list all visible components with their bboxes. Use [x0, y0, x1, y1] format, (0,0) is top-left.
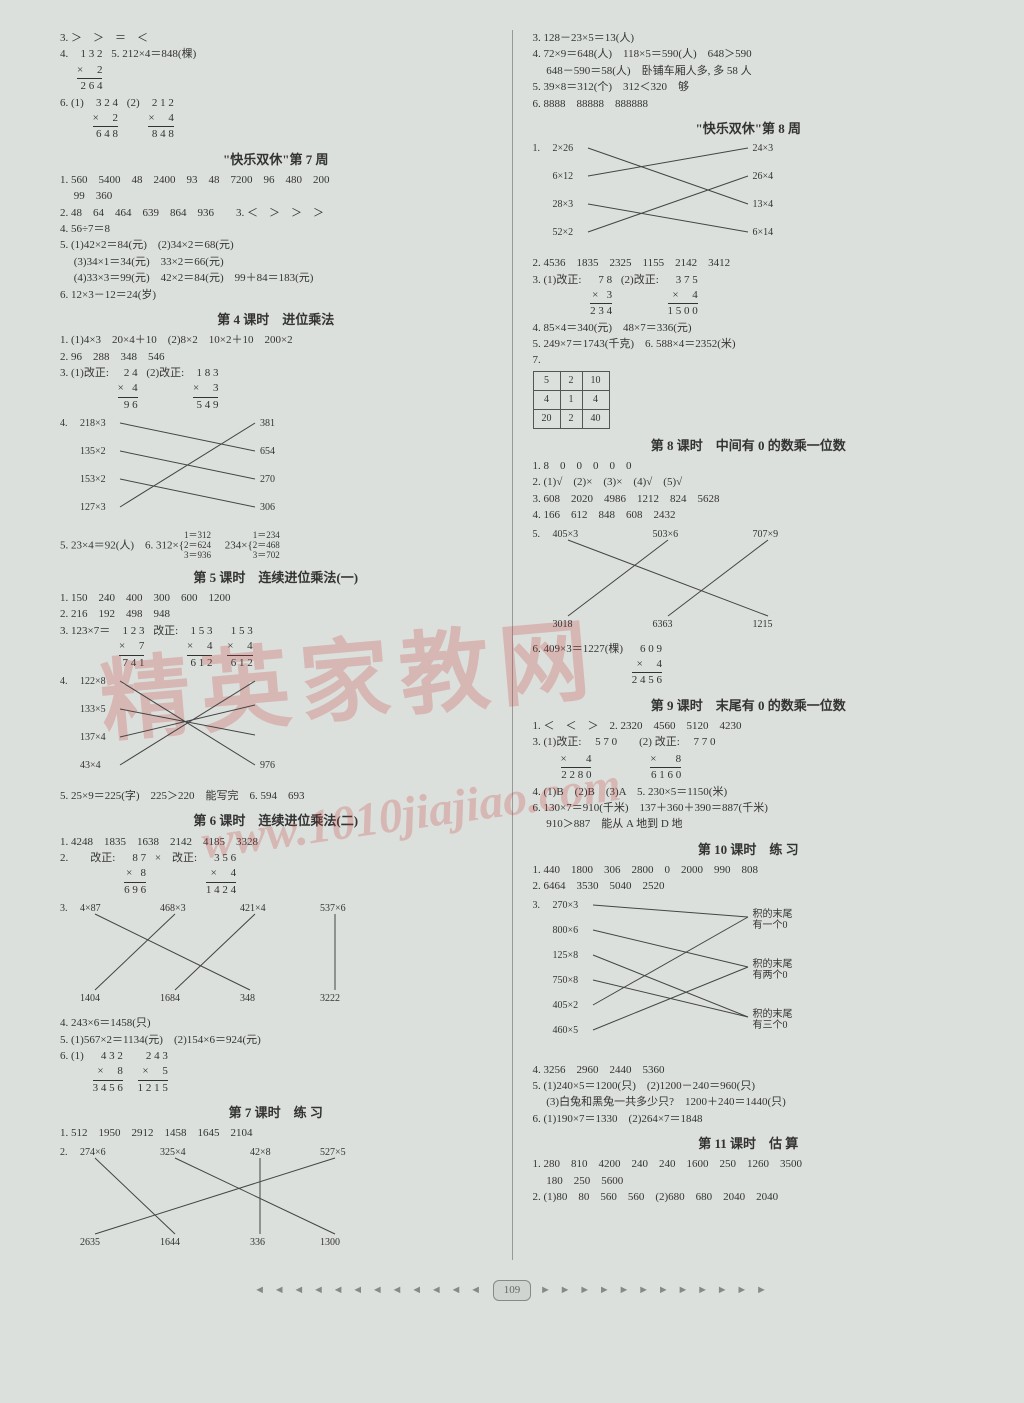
arrow-r-icon: ► ► ► ► ► ► ► ► ► ► ► ► — [540, 1284, 770, 1296]
l: 5. 23×4＝92(人) 6. 312×{1＝3122＝6243＝936 23… — [60, 531, 492, 561]
l: 6. 12×3－12＝24(岁) — [60, 288, 492, 303]
l: 4. 3256 2960 2440 5360 — [533, 1063, 965, 1078]
columns: 3. ＞ ＞ ＝ ＜ 4. 1 3 2× 22 6 4 5. 212×4＝848… — [60, 30, 964, 1260]
lesson6-title: 第 6 课时 连续进位乘法(二) — [60, 812, 492, 830]
l: 3. (1)改正: 7 8× 32 3 4 (2)改正: 3 7 5× 41 5… — [533, 273, 965, 320]
l: 6. (1) 3 2 4× 26 4 8 (2) 2 1 2× 48 4 8 — [60, 96, 492, 143]
l: 6. 130×7＝910(千米) 137＋360＋390＝887(千米) — [533, 801, 965, 816]
column-divider — [512, 30, 513, 1260]
l: 1. 512 1950 2912 1458 1645 2104 — [60, 1126, 492, 1141]
l: 5. (1)42×2＝84(元) (2)34×2＝68(元) — [60, 238, 492, 253]
arrow-l-icon: ◄ ◄ ◄ ◄ ◄ ◄ ◄ ◄ ◄ ◄ ◄ ◄ — [254, 1284, 484, 1296]
l: 2. 改正: 8 7× 86 9 6 × 改正: 3 5 6× 41 4 2 4 — [60, 851, 492, 898]
l: (4)33×3＝99(元) 42×2＝84(元) 99＋84＝183(元) — [60, 271, 492, 286]
l: 5. (1)567×2＝1134(元) (2)154×6＝924(元) — [60, 1033, 492, 1048]
week8-table: 5210 414 20240 — [533, 371, 610, 429]
l: 2. 6464 3530 5040 2520 — [533, 879, 965, 894]
l: 2. 96 288 348 546 — [60, 350, 492, 365]
l: 1. 560 5400 48 2400 93 48 7200 96 480 20… — [60, 173, 492, 188]
l: 2. (1)√ (2)× (3)× (4)√ (5)√ — [533, 475, 965, 490]
lesson4-title: 第 4 课时 进位乘法 — [60, 311, 492, 329]
l: 6. (1) 4 3 2× 83 4 5 6 2 4 3× 51 2 1 5 — [60, 1049, 492, 1096]
l: 2. 216 192 498 948 — [60, 607, 492, 622]
l: (3)白兔和黑兔一共多少只? 1200＋240＝1440(只) — [533, 1095, 965, 1110]
l: 1. 440 1800 306 2800 0 2000 990 808 — [533, 863, 965, 878]
footer: ◄ ◄ ◄ ◄ ◄ ◄ ◄ ◄ ◄ ◄ ◄ ◄ 109 ► ► ► ► ► ► … — [60, 1280, 964, 1301]
l: 6. (1)190×7＝1330 (2)264×7＝1848 — [533, 1112, 965, 1127]
l: 1. 150 240 400 300 600 1200 — [60, 591, 492, 606]
l: 4. 1 3 2× 22 6 4 5. 212×4＝848(棵) — [60, 47, 492, 94]
l: 4. 166 612 848 608 2432 — [533, 508, 965, 523]
l: 1. 280 810 4200 240 240 1600 250 1260 35… — [533, 1157, 965, 1172]
lesson7-match: 2. 274×6 325×4 42×8 527×5 2635 1644 336 … — [60, 1146, 492, 1256]
l: 5. 39×8＝312(个) 312＜320 够 — [533, 80, 965, 95]
l: 1. ＜ ＜ ＞ 2. 2320 4560 5120 4230 — [533, 719, 965, 734]
l: 5. 25×9＝225(字) 225＞220 能写完 6. 594 693 — [60, 789, 492, 804]
l: 1. (1)4×3 20×4＋10 (2)8×2 10×2＋10 200×2 — [60, 333, 492, 348]
l: 1. 8 0 0 0 0 0 — [533, 459, 965, 474]
l: 3. 128－23×5＝13(人) — [533, 31, 965, 46]
page-number: 109 — [493, 1280, 532, 1301]
lesson6-match: 3. 4×87 468×3 421×4 537×6 1404 1684 348 … — [60, 902, 492, 1012]
l: 6. 409×3＝1227(棵) 6 0 9× 42 4 5 6 — [533, 642, 965, 689]
l: 5. (1)240×5＝1200(只) (2)1200－240＝960(只) — [533, 1079, 965, 1094]
l: 3. ＞ ＞ ＝ ＜ — [60, 31, 492, 46]
lesson5-match: 4. 122×8 133×5 137×4 43×4 976 — [60, 675, 492, 785]
l: (3)34×1＝34(元) 33×2＝66(元) — [60, 255, 492, 270]
week8-title: "快乐双休"第 8 周 — [533, 120, 965, 138]
lesson8-match: 5. 405×3 503×6 707×9 3018 6363 1215 — [533, 528, 965, 638]
lesson10-match: 3. 270×3 800×6 125×8 750×8 405×2 460×5 积… — [533, 899, 965, 1059]
l: 648－590＝58(人) 卧铺车厢人多, 多 58 人 — [533, 64, 965, 79]
lesson5-title: 第 5 课时 连续进位乘法(一) — [60, 569, 492, 587]
l: 4. 85×4＝340(元) 48×7＝336(元) — [533, 321, 965, 336]
l: 5. 249×7＝1743(千克) 6. 588×4＝2352(米) — [533, 337, 965, 352]
week7-title: "快乐双休"第 7 周 — [60, 151, 492, 169]
l: 2. (1)80 80 560 560 (2)680 680 2040 2040 — [533, 1190, 965, 1205]
l: 3. (1)改正: 2 4× 49 6 (2)改正: 1 8 3× 35 4 9 — [60, 366, 492, 413]
right-column: 3. 128－23×5＝13(人) 4. 72×9＝648(人) 118×5＝5… — [533, 30, 965, 1260]
l: 1. 4248 1835 1638 2142 4185 3328 — [60, 835, 492, 850]
left-column: 3. ＞ ＞ ＝ ＜ 4. 1 3 2× 22 6 4 5. 212×4＝848… — [60, 30, 492, 1260]
l: 3. 123×7＝ 1 2 3× 77 4 1 改正: 1 5 3× 46 1 … — [60, 624, 492, 671]
l: 3. (1)改正: 5 7 0 (2) 改正: 7 7 0 — [533, 735, 965, 750]
l: 180 250 5600 — [533, 1174, 965, 1189]
lesson9-title: 第 9 课时 末尾有 0 的数乘一位数 — [533, 697, 965, 715]
page: 精英家教网 www.1010jiajiao.com 3. ＞ ＞ ＝ ＜ 4. … — [0, 0, 1024, 1403]
l: 2. 4536 1835 2325 1155 2142 3412 — [533, 256, 965, 271]
l: 99 360 — [60, 189, 492, 204]
lesson8-title: 第 8 课时 中间有 0 的数乘一位数 — [533, 437, 965, 455]
l: 2. 48 64 464 639 864 936 3. ＜ ＞ ＞ ＞ — [60, 206, 492, 221]
l: 910＞887 能从 A 地到 D 地 — [533, 817, 965, 832]
l: × 42 2 8 0 × 86 1 6 0 — [533, 752, 965, 784]
l: 6. 8888 88888 888888 — [533, 97, 965, 112]
l: 3. 608 2020 4986 1212 824 5628 — [533, 492, 965, 507]
lesson4-match: 4. 218×3 135×2 153×2 127×3 381 654 270 3… — [60, 417, 492, 527]
week8-match: 1. 2×26 6×12 28×3 52×2 24×3 26×4 13×4 6×… — [533, 142, 965, 252]
lesson7-title: 第 7 课时 练 习 — [60, 1104, 492, 1122]
l: 4. (1)B (2)B (3)A 5. 230×5＝1150(米) — [533, 785, 965, 800]
lesson11-title: 第 11 课时 估 算 — [533, 1135, 965, 1153]
l: 4. 56÷7＝8 — [60, 222, 492, 237]
l: 4. 72×9＝648(人) 118×5＝590(人) 648＞590 — [533, 47, 965, 62]
lesson10-title: 第 10 课时 练 习 — [533, 841, 965, 859]
l: 4. 243×6＝1458(只) — [60, 1016, 492, 1031]
l: 7. — [533, 353, 965, 368]
